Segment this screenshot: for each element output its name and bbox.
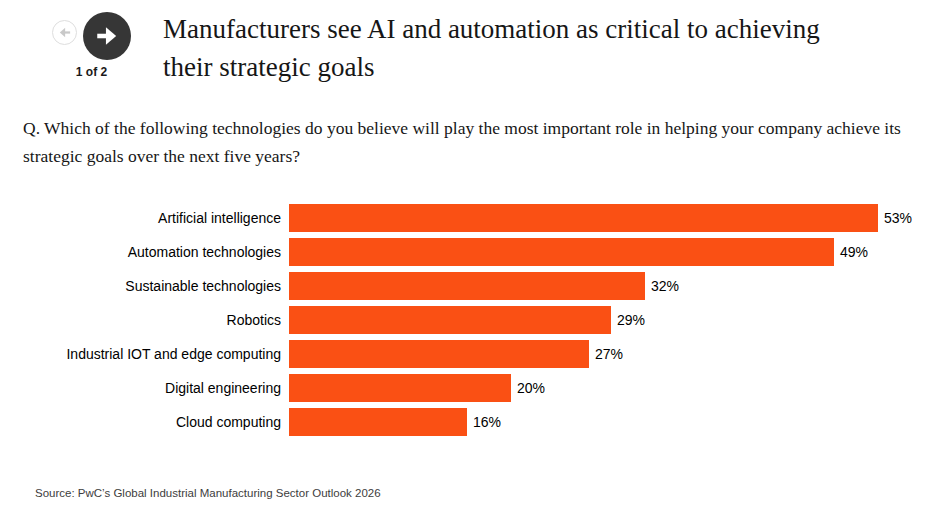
bar	[289, 306, 611, 334]
chart-row: Industrial IOT and edge computing 27%	[0, 340, 946, 368]
bar	[289, 238, 834, 266]
page-title: Manufacturers see AI and automation as c…	[163, 10, 863, 86]
category-label: Industrial IOT and edge computing	[0, 346, 289, 362]
category-label: Automation technologies	[0, 244, 289, 260]
chart-row: Artificial intelligence 53%	[0, 204, 946, 232]
bar	[289, 340, 589, 368]
slide-count: 1 of 2	[48, 65, 135, 79]
next-slide-button[interactable]	[83, 12, 131, 60]
value-label: 16%	[473, 414, 501, 430]
category-label: Sustainable technologies	[0, 278, 289, 294]
prev-slide-button[interactable]	[52, 20, 77, 45]
chart-row: Cloud computing 16%	[0, 408, 946, 436]
bar	[289, 272, 645, 300]
source-note: Source: PwC’s Global Industrial Manufact…	[35, 487, 381, 499]
category-label: Artificial intelligence	[0, 210, 289, 226]
chart-row: Sustainable technologies 32%	[0, 272, 946, 300]
bar	[289, 374, 511, 402]
bar	[289, 408, 467, 436]
value-label: 20%	[517, 380, 545, 396]
value-label: 32%	[651, 278, 679, 294]
slide: 1 of 2 Manufacturers see AI and automati…	[0, 0, 946, 517]
value-label: 53%	[884, 210, 912, 226]
category-label: Robotics	[0, 312, 289, 328]
chart-row: Automation technologies 49%	[0, 238, 946, 266]
value-label: 27%	[595, 346, 623, 362]
arrow-right-icon	[94, 23, 120, 49]
survey-question: Q. Which of the following technologies d…	[23, 114, 926, 170]
bar	[289, 204, 878, 232]
value-label: 49%	[840, 244, 868, 260]
bar-chart: Artificial intelligence 53% Automation tec…	[0, 204, 946, 442]
arrow-left-icon	[57, 25, 72, 40]
category-label: Cloud computing	[0, 414, 289, 430]
chart-row: Robotics 29%	[0, 306, 946, 334]
chart-row: Digital engineering 20%	[0, 374, 946, 402]
value-label: 29%	[617, 312, 645, 328]
category-label: Digital engineering	[0, 380, 289, 396]
